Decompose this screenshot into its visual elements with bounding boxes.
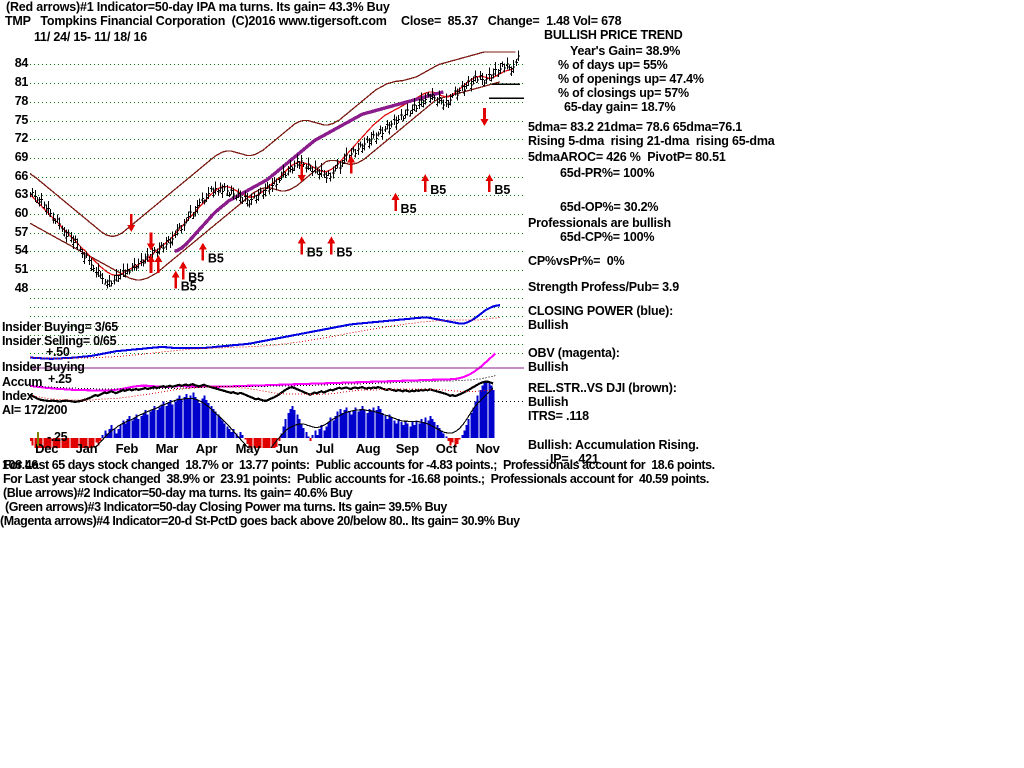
price-tick-label: 63 — [14, 187, 29, 202]
price-tick-label: 51 — [14, 261, 29, 276]
red-arrows-indicator-note: (Red arrows)#1 Indicator=50-day IPA ma t… — [6, 0, 390, 14]
obv-status: Bullish — [528, 360, 569, 374]
green-arrows-note: (Green arrows)#3 Indicator=50-day Closin… — [5, 500, 447, 514]
years-gain: Year's Gain= 38.9% — [570, 44, 681, 58]
ticker-company-line: TMP Tompkins Financial Corporation (C)20… — [5, 14, 387, 28]
dma-values: 5dma= 83.2 21dma= 78.6 65dma=76.1 — [528, 120, 743, 134]
month-tick-label: Dec — [35, 441, 59, 456]
month-tick-label: Nov — [475, 441, 500, 456]
price-tick-label: 75 — [14, 112, 29, 127]
relstr-status: Bullish — [528, 395, 569, 409]
svg-text:B5: B5 — [401, 202, 417, 216]
insider-buying-count: Insider Buying= 3/65 — [2, 320, 118, 334]
svg-text:B5: B5 — [181, 280, 197, 294]
svg-text:B5: B5 — [307, 245, 323, 259]
last-year-summary: For Last year stock changed 38.9% or 23.… — [3, 472, 709, 486]
magenta-arrows-note: (Magenta arrows)#4 Indicator=20-d St-Pct… — [0, 514, 520, 528]
pct-openings-up: % of openings up= 47.4% — [558, 72, 704, 86]
accum-label: Accum — [2, 375, 43, 389]
overlapping-axis-number: 108.46 — [2, 458, 38, 472]
date-range-label: 11/ 24/ 15- 11/ 18/ 16 — [34, 30, 148, 44]
ai-value-label: AI= 172/200 — [2, 403, 68, 417]
svg-text:B5: B5 — [336, 245, 352, 259]
op-65d: 65d-OP%= 30.2% — [560, 200, 659, 214]
last-65-days-summary: For Last 65 days stock changed 18.7% or … — [3, 458, 715, 472]
svg-text:B5: B5 — [208, 252, 224, 266]
professionals-status: Professionals are bullish — [528, 216, 671, 230]
month-tick-label: Oct — [435, 441, 457, 456]
dma-rising-status: Rising 5-dma rising 21-dma rising 65-dma — [528, 134, 775, 148]
month-tick-label: Jan — [75, 441, 98, 456]
itrs-value: ITRS= .118 — [528, 409, 589, 423]
pct-days-up: % of days up= 55% — [558, 58, 668, 72]
pr-65d: 65d-PR%= 100% — [560, 166, 655, 180]
price-tick-label: 48 — [14, 280, 29, 295]
svg-text:B5: B5 — [430, 183, 446, 197]
svg-text:B5: B5 — [494, 183, 510, 197]
month-tick-label: Jun — [275, 441, 299, 456]
ip-value: IP= .421 — [550, 452, 599, 466]
insider-buying-heading: Insider Buying — [2, 360, 85, 374]
accum-plus25-label: +.25 — [48, 372, 72, 386]
pct-closings-up: % of closings up= 57% — [558, 86, 689, 100]
cp-65d: 65d-CP%= 100% — [560, 230, 655, 244]
price-tick-label: 72 — [14, 131, 29, 146]
price-tick-label: 57 — [14, 224, 29, 239]
closing-power-status: Bullish — [528, 318, 569, 332]
gain-65-day: 65-day gain= 18.7% — [564, 100, 676, 114]
price-tick-label: 54 — [14, 243, 29, 258]
relstr-title: REL.STR..VS DJI (brown): — [528, 381, 677, 395]
month-tick-label: Apr — [195, 441, 218, 456]
price-tick-label: 66 — [14, 168, 29, 183]
obv-title: OBV (magenta): — [528, 346, 620, 360]
price-tick-label: 69 — [14, 149, 29, 164]
closing-power-title: CLOSING POWER (blue): — [528, 304, 674, 318]
price-tick-label: 81 — [14, 75, 29, 90]
month-tick-label: Jul — [315, 441, 334, 456]
axis-origin-tick — [37, 432, 39, 446]
accum-minus25-label: -.25 — [47, 430, 68, 444]
month-tick-label: May — [235, 441, 261, 456]
cp-vs-pr: CP%vsPr%= 0% — [528, 254, 625, 268]
month-tick-label: Aug — [355, 441, 381, 456]
index-label: Index — [2, 389, 34, 403]
price-tick-label: 60 — [14, 205, 29, 220]
price-tick-label: 78 — [14, 93, 29, 108]
price-chart-plot: B5 B5 B5 B5 B5 B5 B5 B5 — [30, 40, 524, 448]
accum-plus50-label: +.50 — [46, 345, 70, 359]
price-tick-label: 84 — [14, 56, 29, 71]
strength-profess-pub: Strength Profess/Pub= 3.9 — [528, 280, 679, 294]
accumulation-note: Bullish: Accumulation Rising. — [528, 438, 699, 452]
blue-arrows-note: (Blue arrows)#2 Indicator=50-day ma turn… — [3, 486, 353, 500]
aroc-pivot: 5dmaAROC= 426 % PivotP= 80.51 — [528, 150, 726, 164]
svg-text:B5: B5 — [188, 270, 204, 284]
insider-selling-count: Insider Selling= 0/65 — [2, 334, 117, 348]
month-tick-label: Mar — [155, 441, 179, 456]
month-tick-label: Feb — [115, 441, 139, 456]
quote-summary: Close= 85.37 Change= 1.48 Vol= 678 — [401, 14, 622, 28]
panel-title: BULLISH PRICE TREND — [544, 28, 683, 42]
month-tick-label: Sep — [395, 441, 419, 456]
